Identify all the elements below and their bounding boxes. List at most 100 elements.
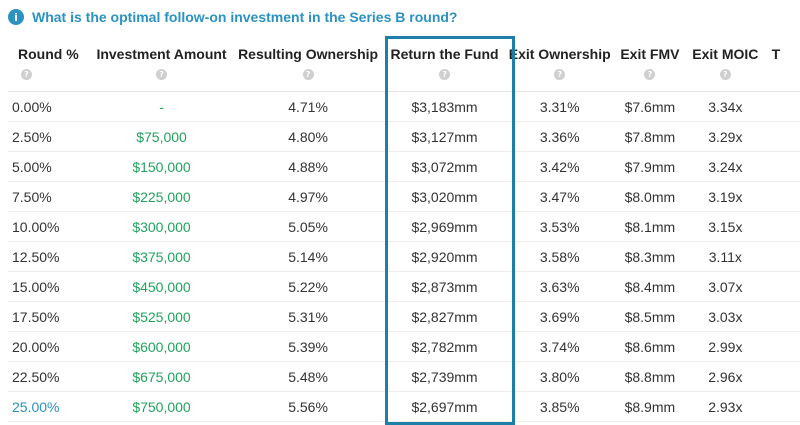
table-header: Round % ? Investment Amount ? Resulting … bbox=[8, 36, 800, 92]
table-row: 7.50% $225,000 4.97% $3,020mm 3.47% $8.0mm 3.1… bbox=[8, 181, 800, 212]
exit-moic-cell: 3.15x bbox=[689, 211, 762, 242]
round-percent-cell: 20.00% bbox=[8, 331, 88, 362]
resulting-ownership-cell: 5.56% bbox=[235, 391, 381, 422]
exit-ownership-cell: 3.85% bbox=[508, 391, 611, 422]
round-percent-cell: 7.50% bbox=[8, 181, 88, 212]
exit-moic-cell: 2.96x bbox=[689, 361, 762, 392]
truncated-cell bbox=[761, 361, 800, 392]
help-icon[interactable]: ? bbox=[156, 69, 168, 80]
truncated-cell bbox=[761, 211, 800, 242]
truncated-cell bbox=[761, 301, 800, 332]
help-icon[interactable]: ? bbox=[439, 69, 451, 80]
resulting-ownership-cell: 5.14% bbox=[235, 241, 381, 272]
return-the-fund-cell: $3,183mm bbox=[380, 91, 509, 122]
help-icon[interactable]: ? bbox=[644, 69, 656, 80]
exit-fmv-cell: $8.6mm bbox=[610, 331, 690, 362]
exit-moic-cell: 3.24x bbox=[689, 151, 762, 182]
table-row: 22.50% $675,000 5.48% $2,739mm 3.80% $8.8mm 2.… bbox=[8, 361, 800, 392]
exit-fmv-cell: $7.9mm bbox=[610, 151, 690, 182]
round-percent-cell: 0.00% bbox=[8, 91, 88, 122]
truncated-cell bbox=[761, 181, 800, 212]
table-row: 25.00% $750,000 5.56% $2,697mm 3.85% $8.9mm 2.… bbox=[8, 391, 800, 422]
column-header-round-percent: Round % ? bbox=[8, 36, 88, 92]
exit-ownership-cell: 3.58% bbox=[508, 241, 611, 272]
truncated-cell bbox=[761, 271, 800, 302]
investment-amount-cell: $600,000 bbox=[87, 331, 236, 362]
exit-ownership-cell: 3.80% bbox=[508, 361, 611, 392]
help-icon[interactable]: ? bbox=[719, 69, 731, 80]
resulting-ownership-cell: 5.48% bbox=[235, 361, 381, 392]
exit-moic-cell: 2.93x bbox=[689, 391, 762, 422]
exit-ownership-cell: 3.53% bbox=[508, 211, 611, 242]
exit-fmv-cell: $7.8mm bbox=[610, 121, 690, 152]
investment-amount-cell: - bbox=[87, 91, 236, 122]
table-body: 0.00% -4.71% $3,183mm 3.31% $7.6mm 3.34x 2.50%… bbox=[8, 91, 800, 422]
truncated-cell bbox=[761, 91, 800, 122]
return-the-fund-cell: $2,873mm bbox=[380, 271, 509, 302]
investment-amount-cell: $525,000 bbox=[87, 301, 236, 332]
resulting-ownership-cell: 5.05% bbox=[235, 211, 381, 242]
round-percent-cell: 10.00% bbox=[8, 211, 88, 242]
investment-amount-cell: $750,000 bbox=[87, 391, 236, 422]
column-header-truncated: T bbox=[761, 36, 800, 92]
exit-ownership-cell: 3.63% bbox=[508, 271, 611, 302]
return-the-fund-cell: $2,739mm bbox=[380, 361, 509, 392]
round-percent-cell: 15.00% bbox=[8, 271, 88, 302]
investment-amount-cell: $150,000 bbox=[87, 151, 236, 182]
exit-ownership-cell: 3.69% bbox=[508, 301, 611, 332]
resulting-ownership-cell: 5.39% bbox=[235, 331, 381, 362]
investment-amount-cell: $675,000 bbox=[87, 361, 236, 392]
round-percent-cell: 17.50% bbox=[8, 301, 88, 332]
truncated-cell bbox=[761, 391, 800, 422]
exit-moic-cell: 3.11x bbox=[689, 241, 762, 272]
exit-moic-cell: 2.99x bbox=[689, 331, 762, 362]
return-the-fund-cell: $3,072mm bbox=[380, 151, 509, 182]
table-row: 20.00% $600,000 5.39% $2,782mm 3.74% $8.6mm 2.… bbox=[8, 331, 800, 362]
help-icon[interactable]: ? bbox=[302, 69, 314, 80]
round-percent-cell: 22.50% bbox=[8, 361, 88, 392]
exit-moic-cell: 3.03x bbox=[689, 301, 762, 332]
question-header: i What is the optimal follow-on investme… bbox=[8, 7, 457, 27]
return-the-fund-cell: $2,827mm bbox=[380, 301, 509, 332]
resulting-ownership-cell: 4.80% bbox=[235, 121, 381, 152]
truncated-cell bbox=[761, 331, 800, 362]
round-percent-cell: 2.50% bbox=[8, 121, 88, 152]
exit-fmv-cell: $8.3mm bbox=[610, 241, 690, 272]
exit-fmv-cell: $8.0mm bbox=[610, 181, 690, 212]
exit-moic-cell: 3.29x bbox=[689, 121, 762, 152]
investment-amount-cell: $75,000 bbox=[87, 121, 236, 152]
investment-amount-cell: $225,000 bbox=[87, 181, 236, 212]
exit-fmv-cell: $8.4mm bbox=[610, 271, 690, 302]
investment-amount-cell: $450,000 bbox=[87, 271, 236, 302]
resulting-ownership-cell: 5.22% bbox=[235, 271, 381, 302]
round-percent-cell: 12.50% bbox=[8, 241, 88, 272]
return-the-fund-cell: $3,127mm bbox=[380, 121, 509, 152]
column-header-investment-amount: Investment Amount ? bbox=[87, 36, 236, 92]
exit-fmv-cell: $8.1mm bbox=[610, 211, 690, 242]
resulting-ownership-cell: 4.71% bbox=[235, 91, 381, 122]
resulting-ownership-cell: 4.97% bbox=[235, 181, 381, 212]
table-row: 12.50% $375,000 5.14% $2,920mm 3.58% $8.3mm 3.… bbox=[8, 241, 800, 272]
exit-ownership-cell: 3.31% bbox=[508, 91, 611, 122]
question-text: What is the optimal follow-on investment… bbox=[32, 9, 458, 25]
exit-moic-cell: 3.07x bbox=[689, 271, 762, 302]
exit-moic-cell: 3.19x bbox=[689, 181, 762, 212]
return-the-fund-cell: $3,020mm bbox=[380, 181, 509, 212]
exit-ownership-cell: 3.74% bbox=[508, 331, 611, 362]
column-header-exit-moic: Exit MOIC ? bbox=[689, 36, 762, 92]
resulting-ownership-cell: 5.31% bbox=[235, 301, 381, 332]
return-the-fund-cell: $2,920mm bbox=[380, 241, 509, 272]
return-the-fund-cell: $2,782mm bbox=[380, 331, 509, 362]
exit-fmv-cell: $8.9mm bbox=[610, 391, 690, 422]
help-icon[interactable]: ? bbox=[554, 69, 566, 80]
help-icon[interactable]: ? bbox=[21, 69, 32, 80]
truncated-cell bbox=[761, 121, 800, 152]
return-the-fund-cell: $2,697mm bbox=[380, 391, 509, 422]
investment-table: Round % ? Investment Amount ? Resulting … bbox=[8, 36, 800, 422]
return-the-fund-cell: $2,969mm bbox=[380, 211, 509, 242]
column-header-return-the-fund: Return the Fund ? bbox=[380, 36, 509, 92]
table-row: 15.00% $450,000 5.22% $2,873mm 3.63% $8.4mm 3.… bbox=[8, 271, 800, 302]
table-row: 0.00% -4.71% $3,183mm 3.31% $7.6mm 3.34x bbox=[8, 91, 800, 122]
exit-fmv-cell: $8.8mm bbox=[610, 361, 690, 392]
column-header-resulting-ownership: Resulting Ownership ? bbox=[235, 36, 381, 92]
